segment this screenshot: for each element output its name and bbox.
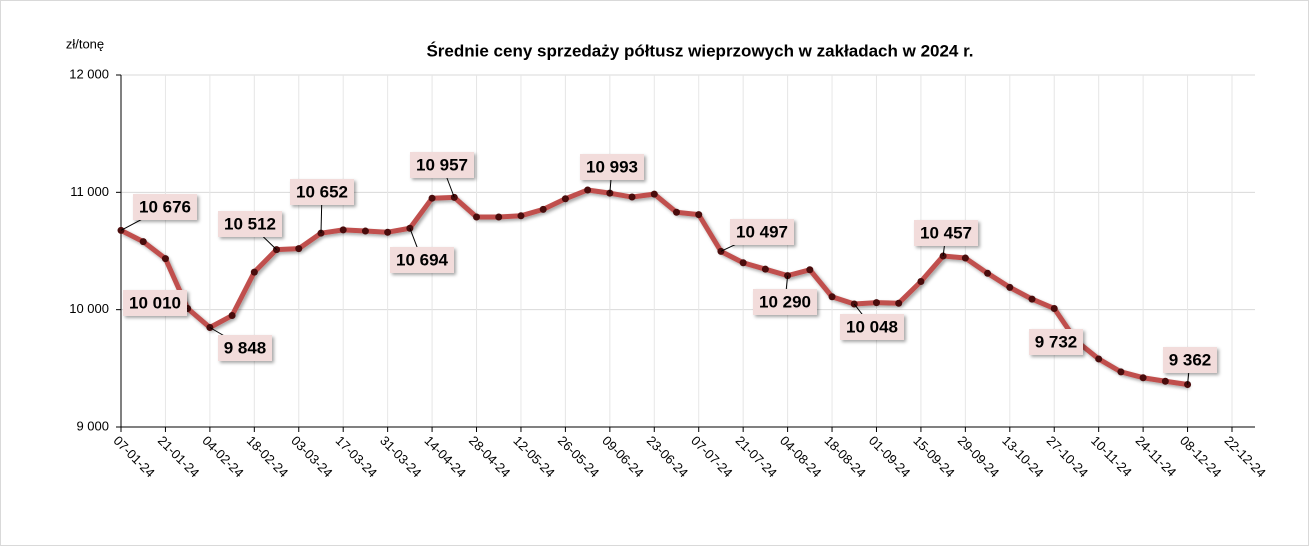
value-label-box xyxy=(914,220,978,246)
value-label-box xyxy=(133,194,197,220)
y-tick-label: 9 000 xyxy=(76,418,109,433)
point xyxy=(673,208,680,216)
point xyxy=(517,212,525,220)
value-label-box xyxy=(290,179,354,205)
point xyxy=(984,269,992,277)
value-label: 10 512 xyxy=(224,214,276,233)
point xyxy=(384,228,392,236)
point xyxy=(806,266,814,274)
point xyxy=(473,213,481,221)
value-label: 10 010 xyxy=(129,293,181,312)
point xyxy=(872,299,880,307)
value-label: 9 362 xyxy=(1169,350,1212,369)
point xyxy=(1117,368,1125,376)
point xyxy=(539,205,547,213)
value-label: 9 732 xyxy=(1035,332,1078,351)
y-axis-label: zł/tonę xyxy=(66,36,104,51)
value-label-box xyxy=(1163,347,1217,373)
y-tick-label: 12 000 xyxy=(69,66,109,81)
point xyxy=(1139,374,1147,382)
point xyxy=(584,186,592,194)
chart-title: Średnie ceny sprzedaży półtusz wieprzowy… xyxy=(426,41,973,60)
point xyxy=(761,265,769,273)
value-label: 10 497 xyxy=(736,222,788,241)
value-label-box xyxy=(580,154,644,180)
point xyxy=(428,194,436,202)
point xyxy=(650,190,658,198)
point xyxy=(161,255,169,263)
value-label-box xyxy=(218,211,282,237)
point xyxy=(250,268,258,276)
value-label-box xyxy=(218,335,272,361)
point xyxy=(739,259,747,267)
value-label: 10 652 xyxy=(296,182,348,201)
value-label-box xyxy=(840,314,904,340)
point xyxy=(1095,355,1103,363)
point xyxy=(1050,304,1058,312)
point xyxy=(561,195,569,203)
point xyxy=(139,238,147,246)
point xyxy=(228,312,236,320)
point xyxy=(628,193,636,201)
point xyxy=(295,245,303,253)
value-label: 10 457 xyxy=(920,223,972,242)
point xyxy=(895,299,903,307)
value-label: 10 993 xyxy=(586,157,638,176)
value-label: 10 676 xyxy=(139,197,191,216)
point xyxy=(917,278,925,286)
point xyxy=(361,227,369,235)
value-label-box xyxy=(1029,329,1083,355)
y-tick-label: 10 000 xyxy=(69,301,109,316)
y-tick-label: 11 000 xyxy=(70,184,109,199)
value-label-box xyxy=(390,247,454,273)
point xyxy=(495,213,503,221)
value-label: 10 694 xyxy=(396,250,449,269)
value-label-box xyxy=(410,152,474,178)
value-label: 9 848 xyxy=(224,338,267,357)
value-label-box xyxy=(123,290,187,316)
point xyxy=(339,226,347,234)
point xyxy=(1161,377,1169,385)
point xyxy=(695,211,703,219)
point xyxy=(828,293,836,301)
value-label-box xyxy=(753,289,817,315)
value-label: 10 290 xyxy=(759,292,811,311)
value-label: 10 048 xyxy=(846,317,898,336)
value-label: 10 957 xyxy=(416,155,468,174)
value-label-box xyxy=(730,219,794,245)
point xyxy=(961,254,969,262)
point xyxy=(1006,283,1014,291)
point xyxy=(1028,295,1036,303)
